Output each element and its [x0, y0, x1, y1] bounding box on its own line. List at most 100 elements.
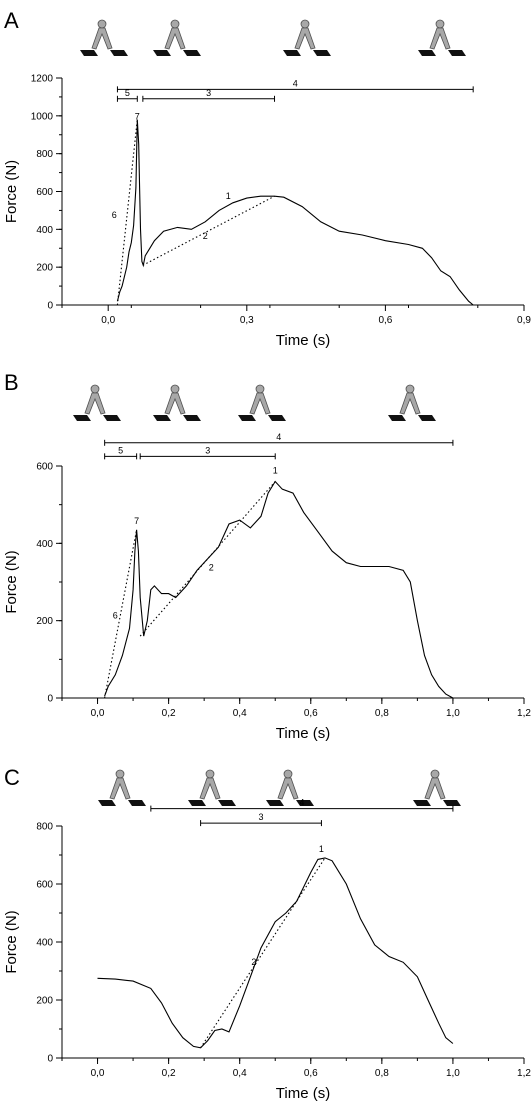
mannequin-icon-c-4-head — [430, 769, 440, 779]
mannequin-icon-b-2-head — [170, 384, 180, 394]
mannequin-icon-b-1-pad-left — [73, 415, 91, 421]
y-tick-label-a: 1000 — [31, 111, 54, 122]
mannequin-icon-c-2-pad-left — [188, 800, 206, 806]
force-curve-a-0 — [116, 119, 474, 306]
x-tick-label-b: 1,0 — [446, 708, 460, 719]
mannequin-icon-a-1-head — [97, 19, 107, 29]
annotation-a-7: 7 — [135, 112, 140, 122]
x-tick-label-b: 0,4 — [233, 708, 247, 719]
annotation-a-6: 6 — [112, 210, 117, 220]
mannequin-icon-a-2-pad-right — [183, 50, 201, 56]
x-tick-label-c: 0,8 — [375, 1068, 389, 1079]
annotation-b-2: 2 — [209, 562, 214, 572]
mannequin-icon-c-3-pad-right — [296, 800, 314, 806]
annotation-b-7: 7 — [134, 516, 139, 526]
x-tick-label-a: 0,6 — [378, 315, 392, 326]
y-axis-title-c: Force (N) — [3, 910, 20, 973]
mannequin-icon-b-1 — [73, 384, 121, 421]
mannequin-icon-b-1-torso — [84, 392, 106, 415]
mannequin-icon-b-4-torso — [399, 392, 421, 415]
bracket-label: 4 — [299, 798, 304, 808]
y-axis-title-b: Force (N) — [3, 550, 20, 613]
mannequin-icon-c-2-pad-right — [218, 800, 236, 806]
mannequin-icon-c-3-head — [283, 769, 293, 779]
bracket-c-3: 3 — [200, 812, 322, 827]
mannequin-icon-b-2-pad-right — [183, 415, 201, 421]
y-tick-label-b: 0 — [47, 694, 53, 705]
mannequin-icon-a-1-pad-right — [110, 50, 128, 56]
y-tick-label-c: 0 — [47, 1054, 53, 1065]
x-tick-label-b: 0,6 — [304, 708, 318, 719]
panel-b: B 0,0 0,2 0,4 0,6 0,8 1,0 1,2 0 200 400 600 Time (s)… — [3, 370, 531, 742]
mannequin-icon-b-3 — [238, 384, 286, 421]
bracket-label: 4 — [276, 432, 281, 442]
x-tick-label-c: 0,2 — [162, 1068, 176, 1079]
y-tick-label-a: 1200 — [31, 74, 54, 85]
mannequin-icon-a-3-pad-left — [283, 50, 301, 56]
force-curve-c-0 — [97, 857, 454, 1049]
mannequin-icon-c-1 — [98, 769, 146, 806]
mannequin-icon-b-2-pad-left — [153, 415, 171, 421]
x-tick-label-a: 0,9 — [517, 315, 531, 326]
x-tick-label-b: 0,2 — [162, 708, 176, 719]
mannequin-icon-c-3-pad-left — [266, 800, 284, 806]
annotation-a-1: 1 — [226, 191, 231, 201]
mannequin-icon-b-3-pad-right — [268, 415, 286, 421]
x-axis-title-b: Time (s) — [276, 725, 330, 742]
y-tick-label-a: 400 — [36, 225, 53, 236]
bracket-a-3: 3 — [142, 88, 276, 102]
bracket-label: 3 — [206, 88, 211, 98]
y-tick-label-c: 400 — [36, 938, 53, 949]
force-curve-b-0 — [104, 480, 454, 699]
mannequin-icon-a-3 — [283, 19, 331, 56]
mannequin-icon-b-1-head — [90, 384, 100, 394]
bracket-b-3: 3 — [139, 445, 276, 460]
mannequin-icon-a-2 — [153, 19, 201, 56]
x-tick-label-c: 0,0 — [91, 1068, 105, 1079]
mannequin-icon-c-3 — [266, 769, 314, 806]
y-axis-title-a: Force (N) — [3, 160, 20, 223]
x-tick-label-c: 0,6 — [304, 1068, 318, 1079]
mannequin-icon-c-4 — [413, 769, 461, 806]
bracket-label: 3 — [259, 812, 264, 822]
bracket-c-4: 4 — [150, 798, 454, 812]
x-tick-label-a: 0,3 — [240, 315, 254, 326]
panel-label-b: B — [4, 370, 19, 395]
x-tick-label-a: 0,0 — [101, 315, 115, 326]
x-tick-label-c: 1,2 — [517, 1068, 531, 1079]
x-tick-label-b: 1,2 — [517, 708, 531, 719]
dotted-line-c-1 — [200, 857, 326, 1049]
y-tick-label-a: 600 — [36, 187, 53, 198]
mannequin-icon-a-1 — [80, 19, 128, 56]
x-tick-label-c: 1,0 — [446, 1068, 460, 1079]
mannequin-icon-c-1-head — [115, 769, 125, 779]
mannequin-icon-c-4-torso — [424, 777, 446, 800]
mannequin-icon-c-2 — [188, 769, 236, 806]
y-tick-label-a: 200 — [36, 263, 53, 274]
bracket-label: 3 — [205, 445, 210, 455]
bracket-b-4: 4 — [104, 432, 454, 446]
mannequin-icon-a-4-pad-right — [448, 50, 466, 56]
dotted-line-b-1 — [104, 529, 138, 699]
x-tick-label-b: 0,0 — [91, 708, 105, 719]
panel-c: C 0,0 0,2 0,4 0,6 0,8 1,0 1,2 0 200 400 600 800 Time … — [3, 765, 531, 1102]
mannequin-icon-b-1-pad-right — [103, 415, 121, 421]
x-axis-title-c: Time (s) — [276, 1085, 330, 1102]
mannequin-icon-b-3-pad-left — [238, 415, 256, 421]
mannequin-icon-a-4-torso — [429, 27, 451, 50]
mannequin-icon-a-2-head — [170, 19, 180, 29]
mannequin-icon-b-4 — [388, 384, 436, 421]
mannequin-icon-b-3-head — [255, 384, 265, 394]
mannequin-icon-c-4-pad-right — [443, 800, 461, 806]
bracket-a-4: 4 — [116, 78, 474, 93]
mannequin-icon-a-1-pad-left — [80, 50, 98, 56]
y-tick-label-b: 200 — [36, 616, 53, 627]
annotation-c-1: 1 — [319, 844, 324, 854]
mannequin-icon-a-4 — [418, 19, 466, 56]
annotation-c-2: 2 — [251, 957, 256, 967]
mannequin-icon-c-2-torso — [199, 777, 221, 800]
mannequin-icon-c-1-pad-left — [98, 800, 116, 806]
mannequin-icon-c-1-pad-right — [128, 800, 146, 806]
dotted-line-a-1 — [116, 119, 138, 306]
